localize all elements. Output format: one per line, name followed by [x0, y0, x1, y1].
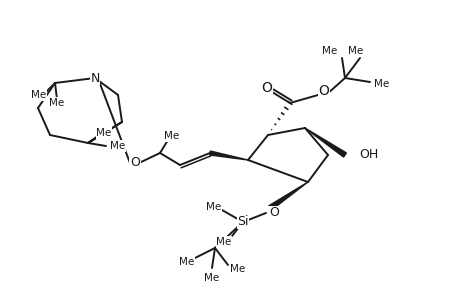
Text: Me: Me: [164, 131, 179, 141]
Text: N: N: [90, 71, 100, 85]
Text: Me: Me: [96, 128, 112, 138]
Text: O: O: [130, 157, 140, 169]
Text: O: O: [269, 206, 278, 220]
Text: Me: Me: [179, 257, 194, 267]
Text: O: O: [318, 84, 329, 98]
Text: Me: Me: [206, 202, 221, 212]
Polygon shape: [268, 182, 308, 210]
Text: Me: Me: [31, 90, 46, 100]
Text: Me: Me: [374, 79, 389, 89]
Text: O: O: [261, 81, 272, 95]
Text: Me: Me: [49, 98, 64, 108]
Text: Si: Si: [237, 215, 248, 229]
Text: Me: Me: [347, 46, 363, 56]
Text: Me: Me: [204, 273, 219, 283]
Text: Me: Me: [110, 141, 125, 151]
Text: Me: Me: [216, 237, 231, 247]
Text: OH: OH: [358, 148, 377, 161]
Polygon shape: [304, 128, 346, 157]
Text: Me: Me: [230, 264, 245, 274]
Polygon shape: [209, 151, 247, 160]
Text: Me: Me: [322, 46, 337, 56]
